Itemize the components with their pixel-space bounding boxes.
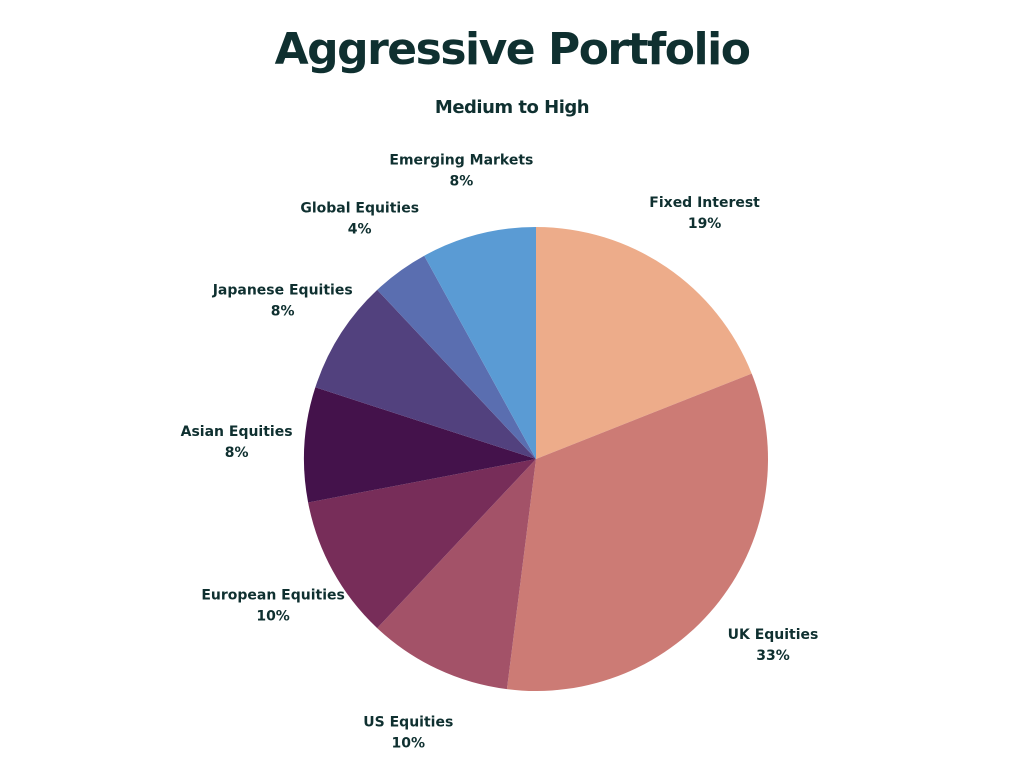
pie-slice-us-equities [377, 459, 536, 690]
slice-label-japanese-equities: Japanese Equities [212, 282, 353, 298]
slice-value-emerging-markets: 8% [450, 173, 474, 189]
slice-value-japanese-equities: 8% [271, 303, 295, 319]
slice-label-emerging-markets: Emerging Markets [389, 152, 533, 168]
slice-label-european-equities: European Equities [201, 588, 345, 604]
slice-value-european-equities: 10% [256, 609, 290, 625]
pie-slice-emerging-markets [424, 227, 536, 459]
slice-label-us-equities: US Equities [363, 714, 453, 730]
chart-subtitle: Medium to High [434, 97, 590, 118]
pie-slice-uk-equities [506, 373, 768, 691]
slice-value-asian-equities: 8% [225, 445, 249, 461]
pie-slices [303, 227, 768, 691]
pie-slice-fixed-interest [536, 227, 752, 459]
pie-slice-japanese-equities [315, 289, 536, 459]
pie-slice-asian-equities [303, 387, 536, 503]
pie-slice-global-equities [377, 255, 536, 459]
slice-label-fixed-interest: Fixed Interest [649, 195, 760, 211]
slice-value-global-equities: 4% [348, 221, 372, 237]
slice-label-uk-equities: UK Equities [728, 627, 819, 643]
pie-labels: Fixed Interest 19% UK Equities 33% US Equiti… [181, 152, 819, 751]
slice-value-uk-equities: 33% [756, 648, 790, 664]
slice-label-global-equities: Global Equities [300, 200, 419, 216]
slice-value-fixed-interest: 19% [688, 216, 722, 232]
chart-title: Aggressive Portfolio [274, 24, 751, 75]
slice-label-asian-equities: Asian Equities [181, 424, 293, 440]
pie-slice-european-equities [308, 459, 536, 629]
slice-value-us-equities: 10% [392, 735, 426, 751]
